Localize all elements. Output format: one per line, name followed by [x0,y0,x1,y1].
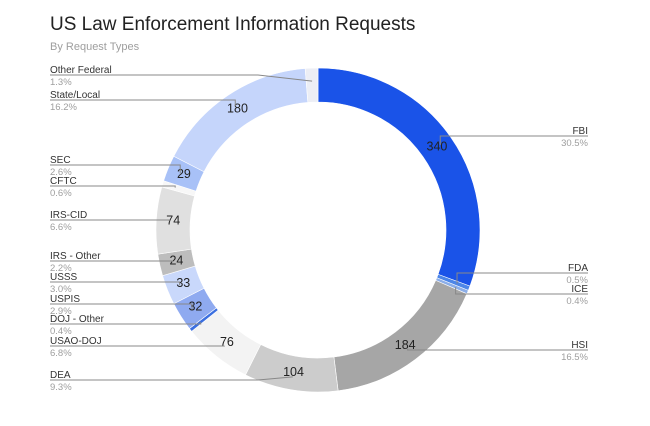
value-labels: 340 184 104 76 32 33 24 74 29 180 [166,102,447,380]
value-label-fbi: 340 [427,139,448,153]
leader-line-doj-other [50,321,202,325]
leader-line-state-local [50,99,236,107]
label-percent-uspis: 2.9% [50,306,72,317]
leader-line-uspis [50,303,193,310]
value-label-usss: 33 [176,276,190,290]
leader-line-fda [456,272,588,284]
label-name-state-local: State/Local [50,90,100,101]
slice-hsi [333,280,468,392]
label-name-usss: USSS [50,272,78,283]
label-name-dea: DEA [50,370,71,381]
label-name-other-federal: Other Federal [50,65,112,76]
label-name-irs-cid: IRS-CID [50,210,87,221]
chart-subtitle: By Request Types [50,41,140,53]
label-percent-doj-other: 0.4% [50,326,72,337]
label-name-fbi: FBI [572,126,588,137]
label-name-ice: ICE [571,284,588,295]
label-percent-state-local: 16.2% [50,102,77,113]
label-name-sec: SEC [50,155,71,166]
leader-line-usss [50,281,181,286]
value-label-sec: 29 [177,167,191,181]
label-percent-ice: 0.4% [566,296,588,307]
value-label-state-local: 180 [227,102,248,116]
leader-line-cftc [50,185,176,188]
label-name-irs-other: IRS - Other [50,251,101,262]
leader-line-dea [50,376,293,381]
value-label-irs-other: 24 [169,254,183,268]
value-label-usao-doj: 76 [220,335,234,349]
label-name-doj-other: DOJ - Other [50,314,105,325]
label-percent-cftc: 0.6% [50,188,72,199]
leader-line-other-federal [50,74,313,82]
label-name-usao-doj: USAO-DOJ [50,336,102,347]
label-percent-irs-other: 2.2% [50,263,72,274]
leader-line-ice [455,287,588,295]
value-label-uspis: 32 [188,300,202,314]
value-label-irs-cid: 74 [166,214,180,228]
value-label-dea: 104 [283,365,304,379]
slice-state-local [173,68,309,173]
slice-fbi [317,67,481,287]
label-name-fda: FDA [568,263,588,274]
slice-labels: FBI30.5%FDA0.5%ICE0.4%HSI16.5%DEA9.3%USA… [50,65,589,393]
label-name-cftc: CFTC [50,176,77,187]
label-percent-dea: 9.3% [50,382,72,393]
leader-line-fbi [439,135,588,145]
leader-line-sec [50,164,181,174]
label-name-hsi: HSI [571,340,588,351]
label-percent-fda: 0.5% [566,275,588,286]
label-percent-usss: 3.0% [50,284,72,295]
label-percent-sec: 2.6% [50,167,72,178]
leader-line-irs-cid [50,219,170,222]
slice-other-federal [304,67,319,103]
donut-slices [155,67,481,393]
label-percent-usao-doj: 6.8% [50,348,72,359]
leader-line-hsi [407,349,588,351]
leader-line-irs-other [50,260,174,263]
chart-title: US Law Enforcement Information Requests [50,14,416,35]
label-percent-fbi: 30.5% [561,138,588,149]
label-percent-hsi: 16.5% [561,352,588,363]
label-percent-other-federal: 1.3% [50,77,72,88]
label-percent-irs-cid: 6.6% [50,222,72,233]
label-name-uspis: USPIS [50,294,80,305]
value-label-hsi: 184 [395,338,416,352]
